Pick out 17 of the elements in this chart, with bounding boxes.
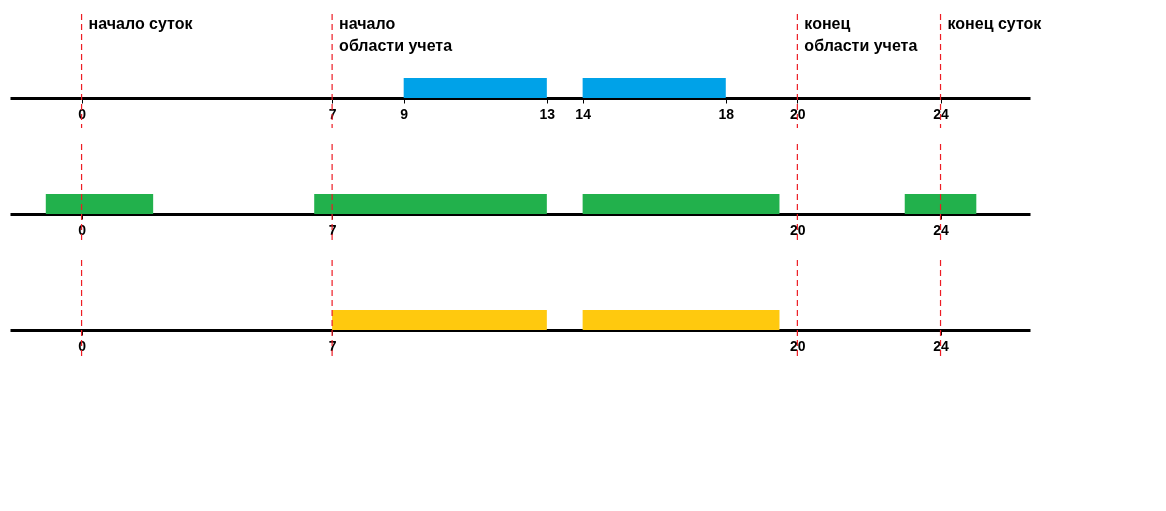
x-tick-label: 20 (790, 105, 806, 122)
x-tick-label: 24 (933, 221, 950, 238)
x-tick-label: 14 (575, 105, 592, 122)
x-tick-label: 7 (328, 337, 337, 354)
ref-line-label: конец области учета (804, 15, 918, 54)
x-tick-label: 24 (933, 105, 950, 122)
x-tick-label: 7 (328, 105, 337, 122)
x-tick-label: 7 (328, 221, 337, 238)
ref-line-label: начало суток (88, 15, 194, 32)
x-tick-label: 24 (933, 337, 950, 354)
x-tick-label: 20 (790, 337, 806, 354)
x-tick-label: 13 (539, 105, 556, 122)
ref-line-label: начало области учета (339, 15, 453, 54)
ref-line-label: конец суток (947, 15, 1043, 32)
x-tick-label: 9 (400, 105, 409, 122)
x-tick-label: 20 (790, 221, 806, 238)
x-tick-label: 18 (718, 105, 735, 122)
